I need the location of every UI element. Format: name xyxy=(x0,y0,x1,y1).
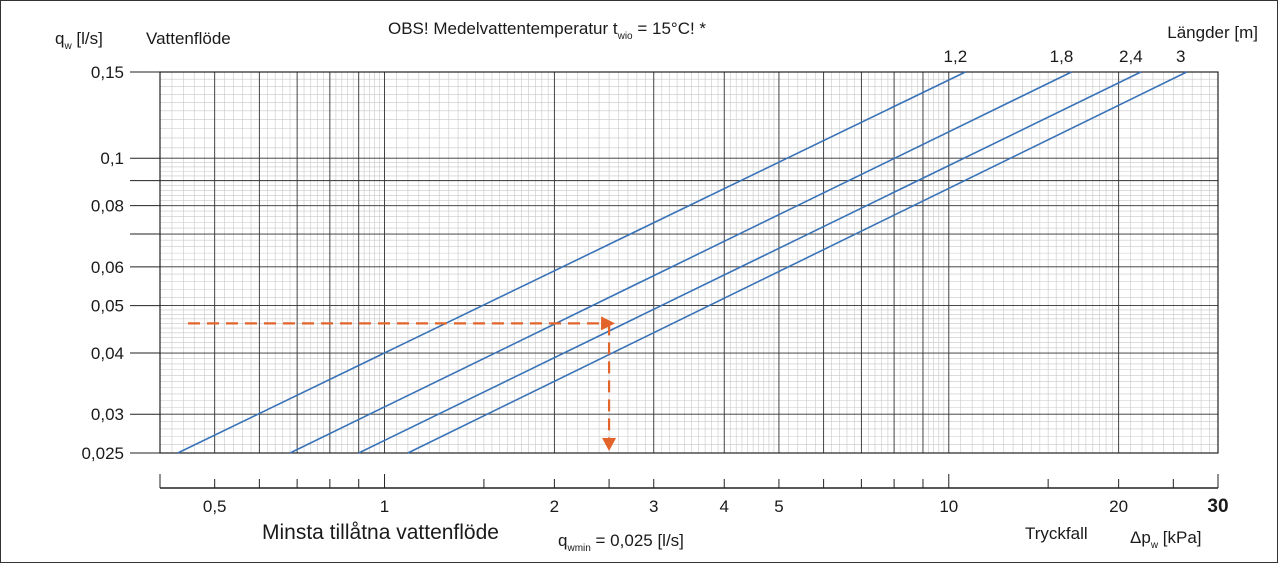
series-line-1 xyxy=(177,71,966,454)
series-line-4 xyxy=(407,71,1188,454)
x-tick-label: 2 xyxy=(550,497,559,516)
series-label-4: 3 xyxy=(1176,47,1185,66)
y-axis-label: qw [l/s] xyxy=(55,29,103,52)
x-tick-label: 1 xyxy=(380,497,389,516)
y-tick-label: 0,05 xyxy=(91,297,124,316)
x-axis-description: Tryckfall xyxy=(1025,524,1088,543)
y-tick-label: 0,03 xyxy=(91,405,124,424)
plot-frame xyxy=(159,71,1219,454)
footer-min-flow: qwmin = 0,025 [l/s] xyxy=(558,531,684,554)
y-tick-label: 0,06 xyxy=(91,258,124,277)
annotation-arrow-down xyxy=(602,438,617,451)
x-tick-label: 20 xyxy=(1109,497,1128,516)
x-tick-label: 30 xyxy=(1207,496,1228,517)
y-tick-label: 0,1 xyxy=(100,149,124,168)
annotation-arrows xyxy=(188,316,617,451)
grid xyxy=(159,71,1219,454)
y-tick-label: 0,15 xyxy=(91,63,124,82)
x-tick-label: 10 xyxy=(939,497,958,516)
x-tick-label: 5 xyxy=(774,497,783,516)
series-label-1: 1,2 xyxy=(944,47,968,66)
chart-title: OBS! Medelvattentemperatur twio = 15°C! … xyxy=(388,19,706,42)
y-tick-label: 0,04 xyxy=(91,344,124,363)
series-line-2 xyxy=(289,71,1072,454)
x-tick-label: 4 xyxy=(720,497,729,516)
x-axis-label: Δpw [kPa] xyxy=(1130,528,1202,551)
y-axis-description: Vattenflöde xyxy=(146,29,231,48)
x-tick-label: 3 xyxy=(649,497,658,516)
series-line-3 xyxy=(358,71,1142,454)
footer-left-label: Minsta tillåtna vattenflöde xyxy=(262,521,499,544)
y-tick-label: 0,08 xyxy=(91,197,124,216)
y-tick-label: 0,025 xyxy=(81,444,124,463)
legend-title: Längder [m] xyxy=(1167,23,1258,42)
x-tick-label: 0,5 xyxy=(203,497,227,516)
series-label-2: 1,8 xyxy=(1050,47,1074,66)
series-label-3: 2,4 xyxy=(1119,47,1143,66)
